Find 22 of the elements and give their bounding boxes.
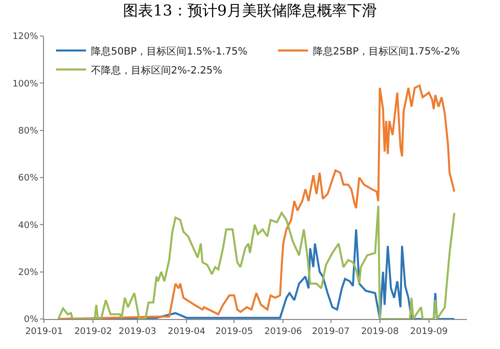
chart-title: 图表13：预计9月美联储降息概率下滑 xyxy=(123,2,377,20)
x-tick-label: 2019-01 xyxy=(25,326,63,337)
legend-label: 不降息，目标区间2%-2.25% xyxy=(91,64,222,76)
y-tick-label: 80% xyxy=(18,126,39,136)
x-tick-label: 2019-09 xyxy=(410,326,448,337)
x-tick-label: 2019-02 xyxy=(74,326,112,337)
line-series xyxy=(57,204,456,319)
y-tick-label: 100% xyxy=(12,79,39,90)
x-tick-label: 2019-06 xyxy=(264,326,302,337)
x-tick-label: 2019-03 xyxy=(118,326,156,337)
legend-label: 降息50BP，目标区间1.5%-1.75% xyxy=(91,45,248,58)
y-tick-label: 20% xyxy=(18,268,39,278)
x-tick-label: 2019-04 xyxy=(168,326,206,337)
y-tick-label: 40% xyxy=(18,220,39,231)
x-tick-label: 2019-05 xyxy=(215,326,253,337)
legend-label: 降息25BP，目标区间1.75%-2% xyxy=(313,45,460,58)
x-tick-label: 2019-07 xyxy=(312,326,350,337)
y-tick-label: 0% xyxy=(24,315,39,326)
y-tick-label: 120% xyxy=(12,32,39,42)
x-tick-label: 2019-08 xyxy=(361,326,399,337)
y-tick-label: 60% xyxy=(18,174,39,184)
line-series xyxy=(57,84,456,319)
